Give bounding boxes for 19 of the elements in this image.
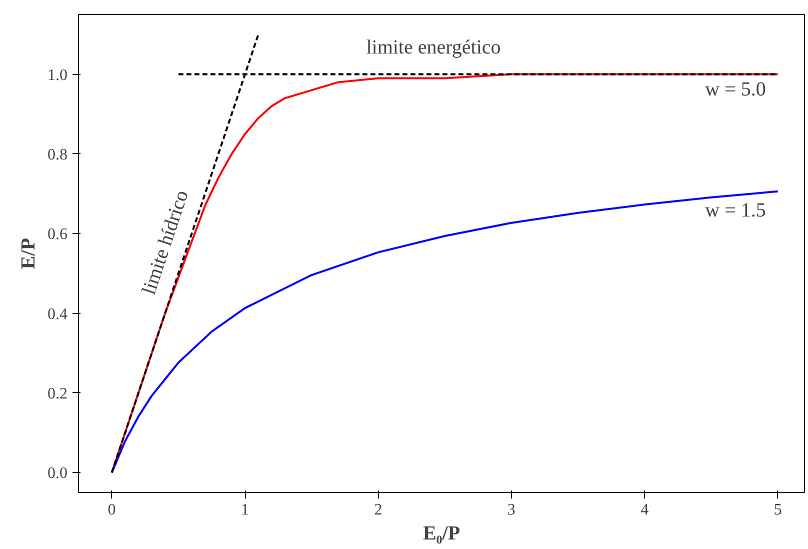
y-tick-label: 0.6 — [48, 226, 68, 244]
annotation: w = 5.0 — [705, 78, 766, 100]
y-tick-label: 0.4 — [48, 306, 68, 323]
y-tick-label: 0.0 — [48, 465, 68, 482]
x-tick-label: 3 — [507, 502, 516, 518]
y-axis-title: E/P — [18, 238, 40, 270]
annotation: w = 1.5 — [705, 200, 766, 222]
x-tick-label: 0 — [108, 502, 116, 518]
x-tick-label: 5 — [774, 502, 782, 518]
x-tick-label: 4 — [640, 502, 649, 518]
line-series — [110, 190, 779, 474]
y-tick-label: 0.2 — [48, 385, 68, 402]
x-tick-label: 2 — [374, 502, 382, 518]
y-tick-label: 0.8 — [48, 146, 68, 164]
x-axis-title: E₀/P — [422, 522, 460, 544]
annotation: limite energético — [366, 36, 501, 58]
x-tick-label: 1 — [241, 502, 250, 518]
annotation: limite hídrico — [138, 188, 194, 298]
y-tick-label: 1.0 — [48, 66, 68, 84]
